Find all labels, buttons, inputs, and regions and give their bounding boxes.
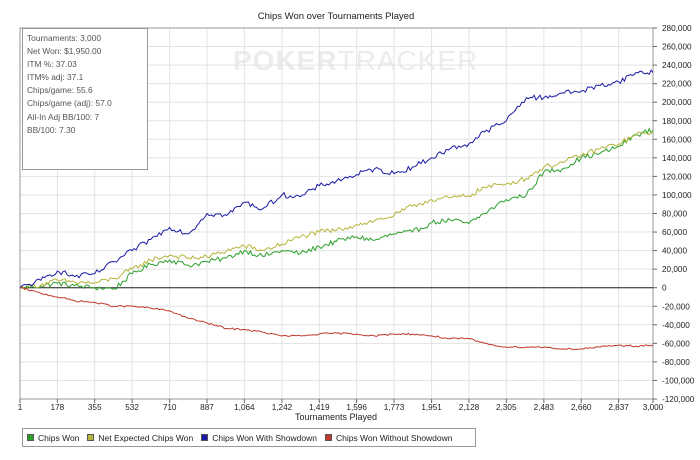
x-tick-label: 2,305 [496,403,517,412]
x-axis-ticks: 1 178 355 532 710 887 1,064 1,242 1,419 1,596 1,77… [18,399,664,412]
y-tick-label: 140,000 [662,154,692,163]
series-line-chips-won-without-showdown [19,287,654,351]
y-tick-label: 180,000 [662,117,692,126]
x-tick-label: 2,128 [459,403,480,412]
x-tick-label: 1,773 [384,403,405,412]
x-tick-label: 532 [125,403,139,412]
x-axis-label: Tournaments Played [295,412,377,422]
x-tick-label: 2,483 [534,403,555,412]
stat-chips-game-adj: Chips/game (adj): 57.0 [27,98,112,109]
x-tick-label: 887 [200,403,214,412]
y-tick-label: 280,000 [662,24,692,33]
y-tick-label: 40,000 [662,247,687,256]
legend-item-without-showdown[interactable]: Chips Won Without Showdown [324,432,453,443]
legend-label: Chips Won Without Showdown [335,432,453,443]
stat-allin-adj-bb100: All-In Adj BB/100: 7 [27,111,100,122]
x-tick-label: 2,837 [608,403,629,412]
chart-legend: Chips Won Net Expected Chips Won Chips W… [22,428,476,447]
x-tick-label: 1,596 [346,403,367,412]
stat-tournaments: Tournaments: 3,000 [27,33,102,43]
legend-label: Chips Won With Showdown [212,432,317,443]
x-tick-label: 2,660 [571,403,592,412]
series-line-net-expected-chips-won [19,131,654,291]
legend-swatch [324,434,332,441]
chart-title: Chips Won over Tournaments Played [258,11,414,22]
x-tick-label: 1,064 [234,403,255,412]
stat-net-won: Net Won: $1,950.00 [27,46,102,57]
legend-swatch [201,434,209,441]
y-tick-label: 100,000 [662,191,692,200]
stat-bb100: BB/100: 7.30 [27,124,76,135]
y-tick-label: 160,000 [662,135,692,144]
watermark-thin: TRACKER [337,45,479,76]
x-tick-label: 1 [18,403,23,412]
x-tick-label: 178 [51,403,65,412]
y-tick-label: 240,000 [662,61,692,70]
y-tick-label: -60,000 [662,339,690,348]
stat-chips-game: Chips/game: 55.6 [27,85,93,96]
legend-item-with-showdown[interactable]: Chips Won With Showdown [201,433,317,443]
y-tick-label: 260,000 [662,43,692,52]
y-tick-label: -100,000 [662,376,695,385]
x-tick-label: 3,000 [643,403,664,412]
y-tick-label: 220,000 [662,80,692,89]
legend-label: Net Expected Chips Won [98,432,194,443]
legend-swatch [27,434,34,441]
stat-itm-adj: ITM% adj: 37.1 [27,72,84,83]
y-axis-ticks: 280,000 260,000 240,000 220,000 200,000 180,0… [653,24,695,404]
legend-item-chips-won[interactable]: Chips Won [27,433,79,443]
x-tick-label: 1,419 [309,403,330,412]
x-tick-label: 355 [88,403,102,412]
series-lines [19,69,654,351]
y-tick-label: -40,000 [662,321,690,330]
legend-item-net-expected[interactable]: Net Expected Chips Won [87,433,193,443]
stat-itm: ITM %: 37.03 [27,59,77,70]
y-tick-label: 60,000 [662,228,687,237]
stats-box: Tournaments: 3,000 Net Won: $1,950.00 IT… [22,28,148,170]
y-tick-label: -20,000 [662,302,690,311]
y-tick-label: 0 [662,284,667,293]
y-tick-label: 20,000 [662,265,687,274]
series-line-chips-won [19,127,654,291]
y-tick-label: 120,000 [662,172,692,181]
x-tick-label: 710 [163,403,177,412]
legend-label: Chips Won [38,432,80,443]
x-tick-label: 1,951 [421,403,442,412]
y-tick-label: 200,000 [662,98,692,107]
y-tick-label: 80,000 [662,210,687,219]
y-tick-label: -120,000 [662,395,695,404]
y-tick-label: -80,000 [662,358,690,367]
legend-swatch [87,434,95,441]
series-line-chips-won-with-showdown [19,69,654,289]
x-tick-label: 1,242 [272,403,293,412]
